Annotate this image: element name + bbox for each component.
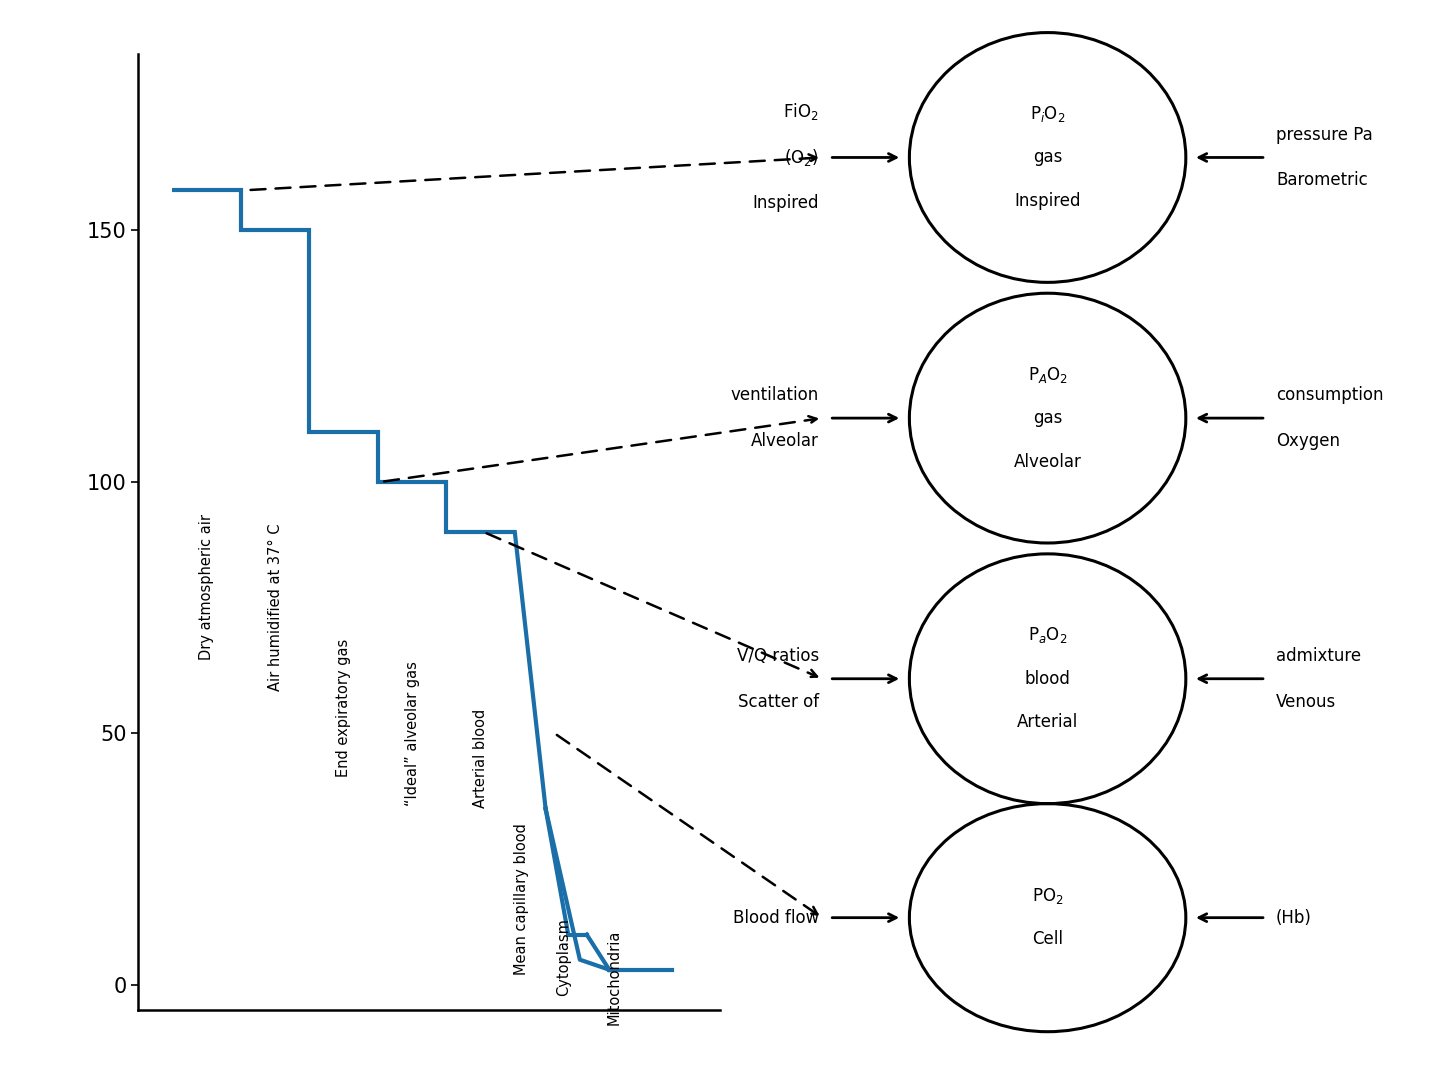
Text: admixture: admixture <box>1276 647 1362 665</box>
Text: ventilation: ventilation <box>730 387 819 404</box>
Text: (Hb): (Hb) <box>1276 909 1312 926</box>
Text: Cytoplasm: Cytoplasm <box>557 919 572 996</box>
Text: gas: gas <box>1033 149 1062 166</box>
Text: Oxygen: Oxygen <box>1276 432 1340 450</box>
Text: Mean capillary blood: Mean capillary blood <box>514 823 530 975</box>
Text: Arterial: Arterial <box>1017 714 1078 731</box>
Text: Mitochondria: Mitochondria <box>607 930 621 1025</box>
Text: pressure Pa: pressure Pa <box>1276 126 1372 143</box>
Text: (O$_2$): (O$_2$) <box>784 147 819 168</box>
Text: Dry atmospheric air: Dry atmospheric air <box>199 515 214 660</box>
Text: gas: gas <box>1033 409 1062 427</box>
Text: V/Q ratios: V/Q ratios <box>736 647 819 665</box>
Text: Alveolar: Alveolar <box>1014 453 1081 470</box>
Text: “Ideal” alveolar gas: “Ideal” alveolar gas <box>404 661 419 806</box>
Text: Inspired: Inspired <box>752 194 819 212</box>
Text: PO$_2$: PO$_2$ <box>1032 886 1064 906</box>
Text: consumption: consumption <box>1276 387 1384 404</box>
Text: P$_a$O$_2$: P$_a$O$_2$ <box>1027 626 1068 645</box>
Text: FiO$_2$: FiO$_2$ <box>783 101 819 123</box>
Text: Alveolar: Alveolar <box>751 432 819 450</box>
Text: Scatter of: Scatter of <box>738 693 819 710</box>
Text: Blood flow: Blood flow <box>733 909 819 926</box>
Text: Venous: Venous <box>1276 693 1336 710</box>
Text: Air humidified at 37° C: Air humidified at 37° C <box>268 523 282 692</box>
Text: Inspired: Inspired <box>1014 192 1081 210</box>
Text: Arterial blood: Arterial blood <box>473 709 487 808</box>
Text: Cell: Cell <box>1032 931 1064 948</box>
Text: P$_i$O$_2$: P$_i$O$_2$ <box>1030 104 1065 124</box>
Text: End expiratory gas: End expiratory gas <box>336 639 351 778</box>
Text: Barometric: Barometric <box>1276 172 1368 189</box>
Text: blood: blood <box>1024 670 1071 687</box>
Text: P$_A$O$_2$: P$_A$O$_2$ <box>1027 365 1068 384</box>
